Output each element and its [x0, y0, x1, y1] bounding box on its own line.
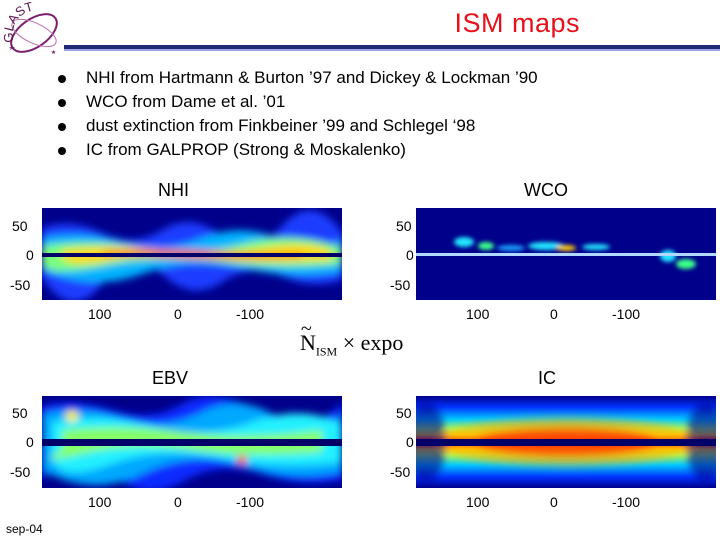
- bullet-item: IC from GALPROP (Strong & Moskalenko): [48, 138, 538, 162]
- wco-map-label: WCO: [524, 180, 568, 200]
- bullet-text: NHI from Hartmann & Burton ’97 and Dicke…: [86, 68, 538, 87]
- x-tick: 0: [174, 306, 182, 322]
- x-tick: -100: [236, 306, 265, 322]
- ic-map: [416, 396, 716, 488]
- ism-formula: ~ NISM × expo: [300, 318, 404, 359]
- bullet-item: NHI from Hartmann & Burton ’97 and Dicke…: [48, 66, 538, 90]
- formula-symbol: N: [300, 330, 316, 355]
- bullet-item: dust extinction from Finkbeiner ’99 and …: [48, 114, 538, 138]
- slide-footer-date: sep-04: [6, 522, 43, 536]
- y-tick: 0: [406, 434, 414, 450]
- nhi-map-label: NHI: [158, 180, 189, 200]
- bullet-item: WCO from Dame et al. ’01: [48, 90, 538, 114]
- bullet-dot-icon: [58, 75, 66, 83]
- y-tick: -50: [10, 464, 31, 480]
- x-tick: 100: [466, 494, 490, 510]
- formula-n: ~ N: [300, 318, 316, 356]
- x-tick: 100: [466, 306, 490, 322]
- x-tick: 0: [550, 494, 558, 510]
- y-tick: -50: [390, 277, 411, 293]
- x-tick: -100: [612, 494, 641, 510]
- x-tick: -100: [612, 306, 641, 322]
- y-tick: 50: [12, 218, 28, 234]
- y-tick: 0: [26, 247, 34, 263]
- bullet-text: IC from GALPROP (Strong & Moskalenko): [86, 140, 406, 159]
- bullet-dot-icon: [58, 99, 66, 107]
- logo-text: GLAST: [2, 2, 35, 44]
- wco-map: [416, 208, 716, 300]
- bullet-dot-icon: [58, 147, 66, 155]
- y-tick: 50: [396, 218, 412, 234]
- formula-subscript: ISM: [315, 344, 338, 359]
- bullet-text: dust extinction from Finkbeiner ’99 and …: [86, 116, 476, 135]
- ebv-map: [42, 396, 342, 488]
- x-tick: 100: [88, 494, 112, 510]
- x-tick: -100: [236, 494, 265, 510]
- glast-logo: GLAST: [2, 2, 58, 54]
- y-tick: 50: [396, 405, 412, 421]
- x-tick: 100: [88, 306, 112, 322]
- bullet-list: NHI from Hartmann & Burton ’97 and Dicke…: [48, 66, 538, 162]
- nhi-map: [42, 208, 342, 300]
- slide-title: ISM maps: [454, 8, 580, 38]
- svg-text:GLAST: GLAST: [2, 2, 35, 44]
- formula-rest: × expo: [337, 330, 404, 355]
- y-tick: -50: [390, 464, 411, 480]
- ebv-map-label: EBV: [152, 368, 189, 388]
- ic-map-label: IC: [538, 368, 556, 388]
- bullet-text: WCO from Dame et al. ’01: [86, 92, 286, 111]
- y-tick: -50: [10, 277, 31, 293]
- y-tick: 0: [26, 434, 34, 450]
- y-tick: 0: [406, 247, 414, 263]
- title-rule: [64, 45, 720, 51]
- x-tick: 0: [550, 306, 558, 322]
- formula-tilde: ~: [301, 318, 312, 340]
- y-tick: 50: [12, 405, 28, 421]
- x-tick: 0: [174, 494, 182, 510]
- bullet-dot-icon: [58, 123, 66, 131]
